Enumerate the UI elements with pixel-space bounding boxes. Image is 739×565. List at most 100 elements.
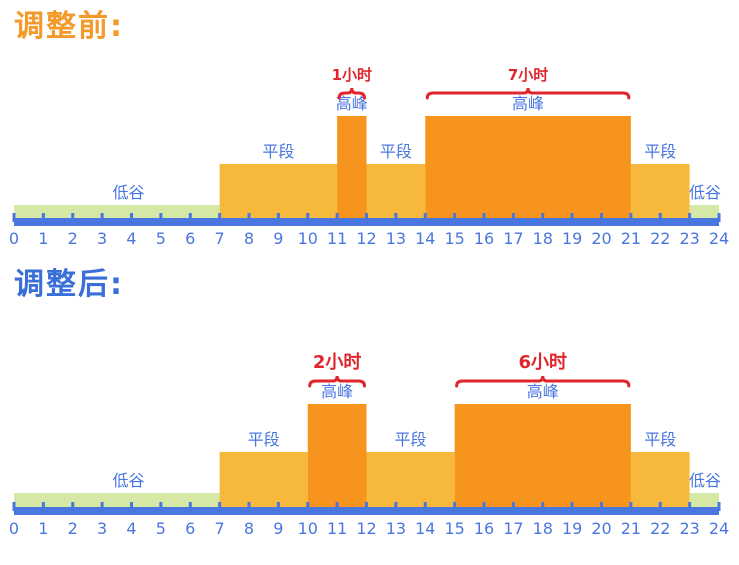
- axis-tick: [335, 502, 339, 511]
- hour-tick-label: 6: [185, 229, 195, 248]
- segment-label: 低谷: [113, 183, 145, 202]
- hour-tick-label: 7: [215, 229, 225, 248]
- axis-tick: [71, 502, 75, 511]
- duration-brace: [337, 87, 366, 100]
- segment-peak-bar: [454, 404, 631, 510]
- hour-tick-label: 1: [38, 519, 48, 538]
- segment-peak-bar: [337, 116, 367, 222]
- segment-peak-bar: [425, 116, 631, 222]
- hour-tick-label: 24: [709, 519, 729, 538]
- axis-tick: [365, 502, 368, 511]
- segment-label: 平段: [262, 142, 294, 161]
- hour-tick-label: 4: [126, 519, 136, 538]
- axis-tick: [247, 502, 251, 511]
- hour-tick-label: 19: [562, 519, 582, 538]
- hour-tick-label: 24: [709, 229, 729, 248]
- hour-tick-label: 4: [126, 229, 136, 248]
- axis-tick: [658, 502, 662, 511]
- axis-tick: [453, 213, 457, 222]
- hour-tick-label: 11: [327, 229, 347, 248]
- axis-tick: [688, 502, 692, 511]
- hour-tick-label: 9: [273, 229, 283, 248]
- hour-tick-label: 13: [386, 229, 406, 248]
- axis-tick: [482, 213, 486, 222]
- axis-tick: [159, 213, 163, 222]
- hour-tick-label: 21: [621, 229, 641, 248]
- axis-tick: [218, 213, 222, 222]
- segment-label: 高峰: [527, 382, 559, 401]
- hour-tick-label: 10: [298, 229, 318, 248]
- segment-flat-bar: [219, 452, 308, 510]
- duration-label: 2小时: [313, 352, 362, 373]
- segment-flat-bar: [366, 164, 426, 222]
- segment-valley-bar: [689, 205, 719, 222]
- hour-tick-label: 12: [356, 229, 376, 248]
- hour-tick-label: 14: [415, 519, 435, 538]
- axis-tick: [12, 213, 16, 222]
- hour-tick-label: 7: [215, 519, 225, 538]
- segment-label: 高峰: [512, 94, 544, 113]
- hour-tick-label: 21: [621, 519, 641, 538]
- axis-tick: [423, 502, 427, 511]
- axis-tick: [130, 502, 133, 511]
- segment-label: 平段: [395, 430, 427, 449]
- segment-label: 高峰: [336, 94, 368, 113]
- segment-label: 平段: [644, 430, 676, 449]
- hour-tick-label: 12: [356, 519, 376, 538]
- axis-tick: [71, 213, 75, 222]
- duration-label: 6小时: [518, 352, 567, 373]
- hour-tick-label: 5: [156, 229, 166, 248]
- hour-tick-label: 8: [244, 519, 254, 538]
- axis-tick: [247, 213, 251, 222]
- title-before-adjustment: 调整前:: [14, 9, 124, 44]
- hour-tick-label: 5: [156, 519, 166, 538]
- axis-tick: [218, 502, 222, 511]
- hour-tick-label: 16: [474, 229, 494, 248]
- segment-label: 高峰: [321, 382, 353, 401]
- axis-tick: [306, 502, 310, 511]
- hour-tick-label: 15: [444, 229, 464, 248]
- axis-tick: [629, 502, 633, 511]
- axis-tick: [100, 213, 104, 222]
- axis-tick: [130, 213, 133, 222]
- axis-tick: [717, 502, 721, 511]
- hour-tick-label: 16: [474, 519, 494, 538]
- duration-brace: [308, 375, 366, 388]
- axis-tick: [335, 213, 339, 222]
- hour-tick-label: 2: [68, 229, 78, 248]
- segment-label: 低谷: [689, 183, 721, 202]
- hour-tick-label: 17: [503, 519, 523, 538]
- hour-tick-label: 22: [650, 229, 670, 248]
- axis-tick: [453, 502, 457, 511]
- segment-label: 平段: [248, 430, 280, 449]
- hour-tick-label: 6: [185, 519, 195, 538]
- axis-tick: [511, 502, 515, 511]
- axis-tick: [482, 502, 486, 511]
- duration-label: 1小时: [332, 66, 372, 84]
- hour-tick-label: 17: [503, 229, 523, 248]
- hour-tick-label: 10: [298, 519, 318, 538]
- hour-tick-label: 11: [327, 519, 347, 538]
- axis-tick: [394, 502, 398, 511]
- duration-label: 7小时: [508, 66, 548, 84]
- segment-label: 平段: [380, 142, 412, 161]
- axis-tick: [658, 213, 662, 222]
- hour-tick-label: 23: [679, 519, 699, 538]
- hour-tick-label: 14: [415, 229, 435, 248]
- hour-tick-label: 13: [386, 519, 406, 538]
- segment-flat-bar: [366, 452, 455, 510]
- axis-tick: [600, 213, 603, 222]
- axis-tick: [12, 502, 16, 511]
- axis-tick: [159, 502, 163, 511]
- axis-tick: [188, 213, 192, 222]
- axis-tick: [541, 502, 545, 511]
- hour-tick-label: 20: [591, 229, 611, 248]
- segment-label: 低谷: [113, 471, 145, 490]
- axis-tick: [600, 502, 603, 511]
- axis-tick: [41, 502, 45, 511]
- axis-tick: [423, 213, 427, 222]
- axis-tick: [511, 213, 515, 222]
